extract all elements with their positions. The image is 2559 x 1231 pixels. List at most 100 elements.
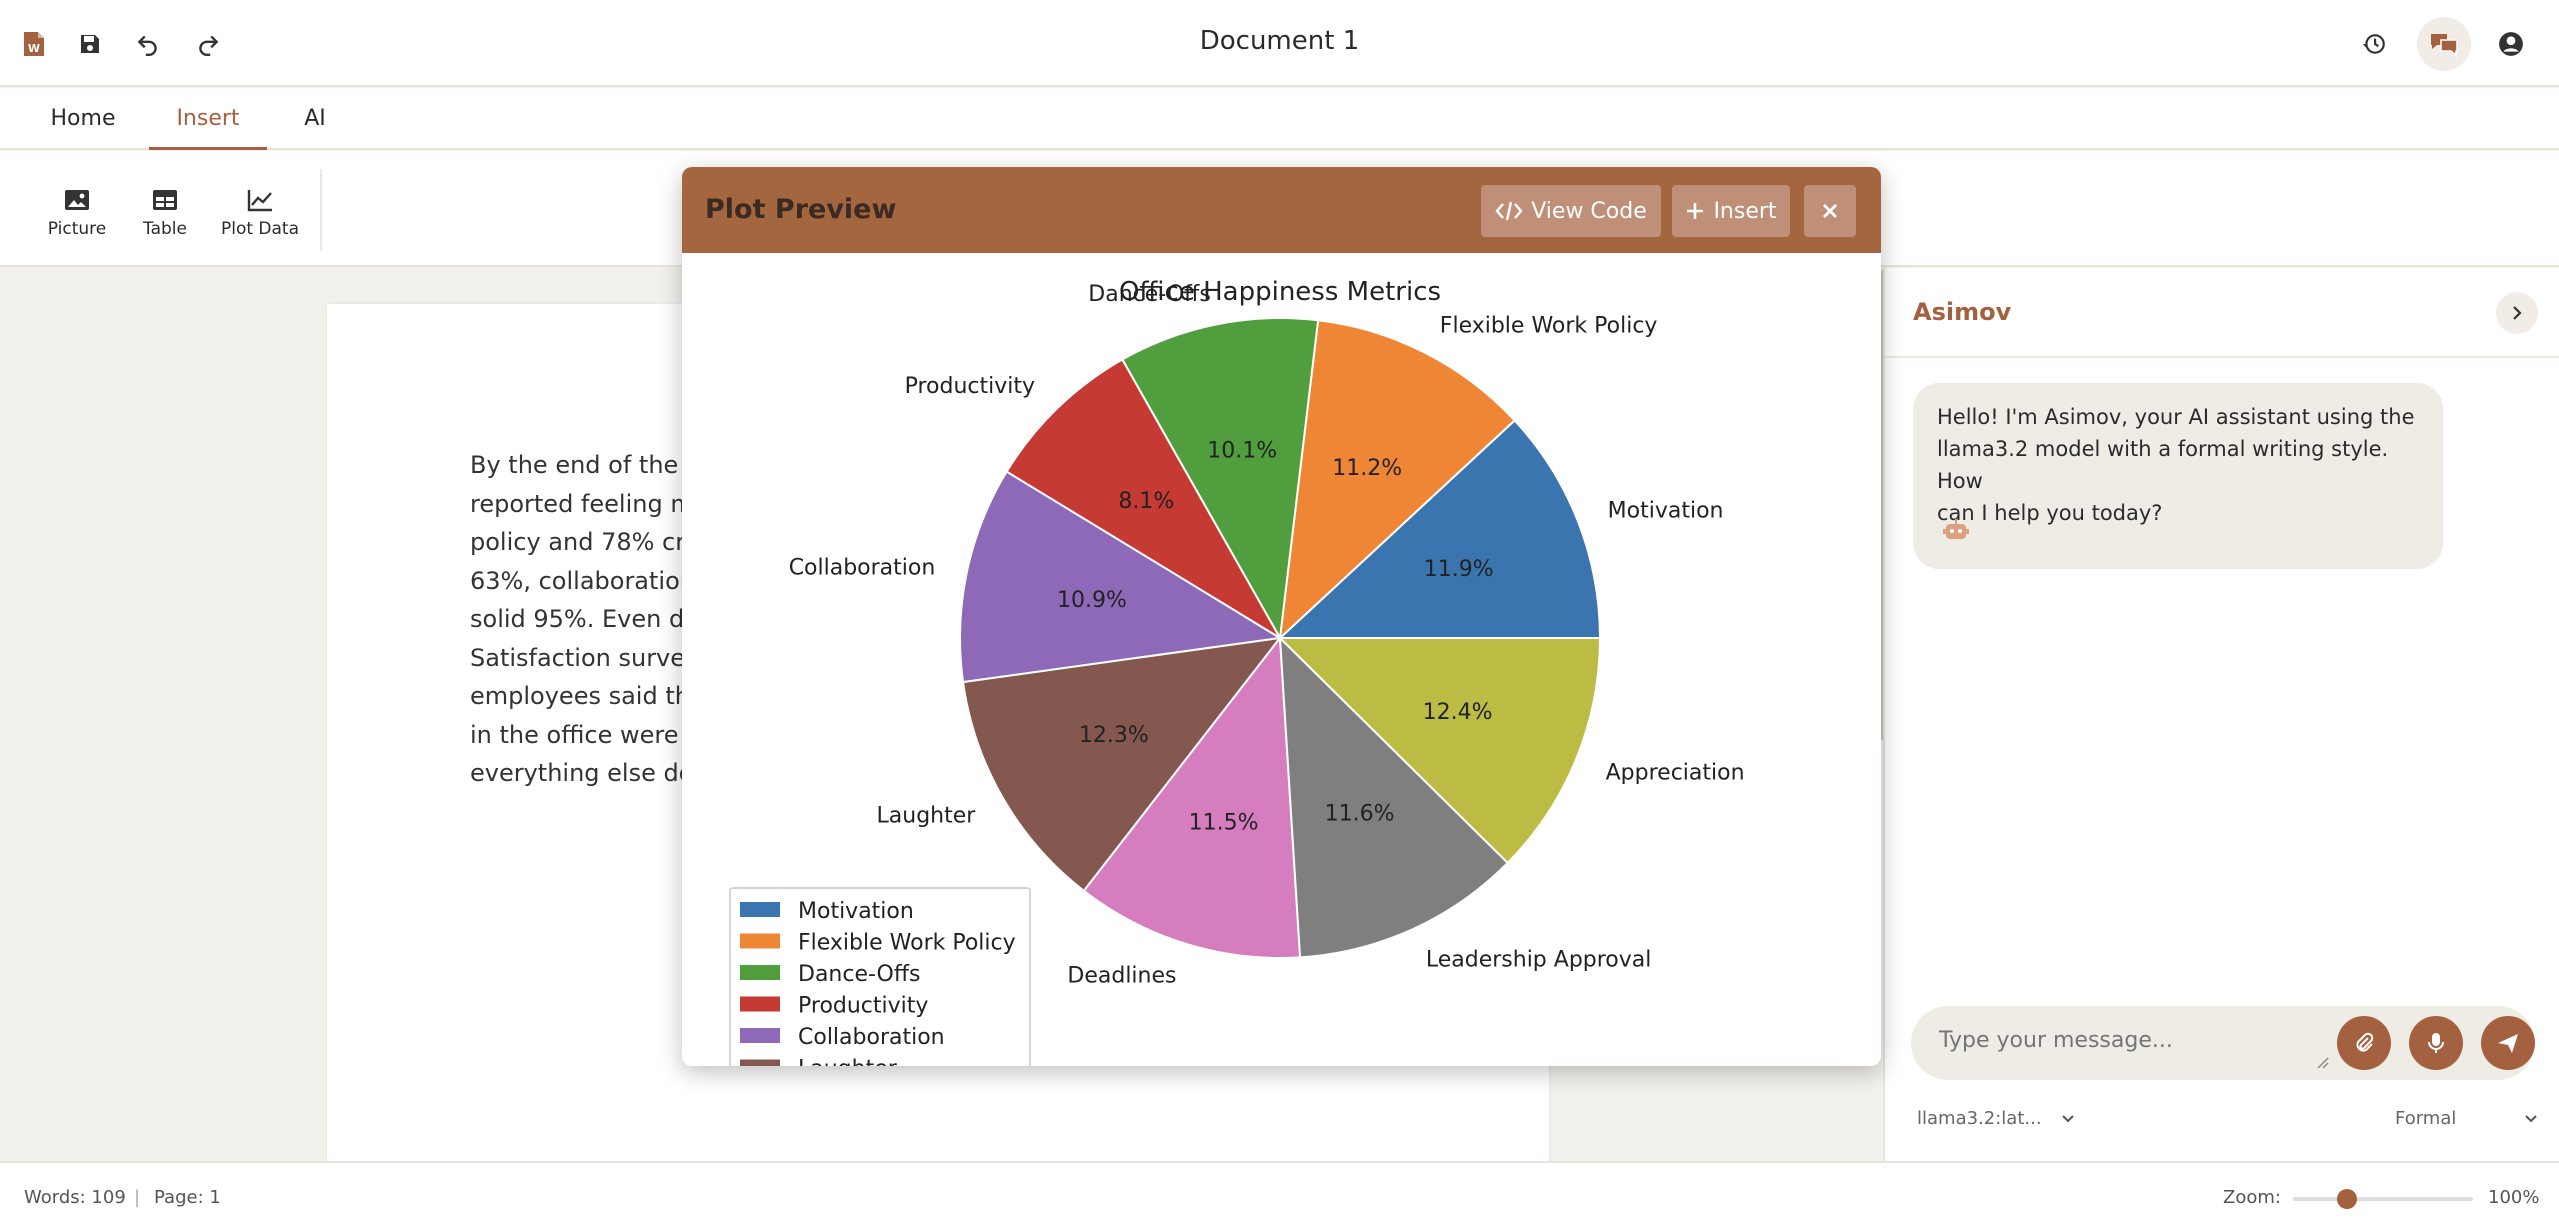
undo-icon[interactable]	[126, 22, 170, 66]
chevron-down-icon	[2525, 1115, 2537, 1123]
legend-swatch	[740, 1028, 780, 1043]
pie-chart: Office Happiness Metrics Motivation Flexi…	[729, 277, 1745, 1067]
tab-insert[interactable]: Insert	[149, 88, 267, 150]
picture-label: Picture	[47, 219, 107, 239]
panel-divider	[1885, 356, 2559, 358]
assistant-name: Asimov	[1913, 298, 2012, 326]
document-line: reported feeling m	[470, 489, 694, 518]
modal-title: Plot Preview	[705, 194, 897, 225]
document-line: employees said the	[470, 682, 705, 710]
chart-title: Office Happiness Metrics	[1119, 277, 1441, 307]
message-composer	[1911, 1006, 2535, 1080]
legend-swatch	[740, 933, 780, 949]
app-logo-icon: W	[12, 22, 56, 66]
model-select-value: llama3.2:lat...	[1917, 1108, 2042, 1129]
slice-percent-label: 8.1%	[1118, 489, 1174, 514]
tab-home[interactable]: Home	[50, 106, 116, 131]
send-icon	[2498, 1034, 2518, 1053]
send-button[interactable]	[2481, 1016, 2535, 1070]
word-count: Words: 109	[24, 1187, 126, 1208]
svg-text:W: W	[28, 42, 40, 55]
legend-entry: Collaboration	[798, 1025, 945, 1050]
message-line: can I help you today?	[1937, 501, 2163, 525]
document-line: By the end of the c	[470, 451, 700, 479]
status-divider: |	[134, 1187, 141, 1208]
slice-category-label: Motivation	[1608, 498, 1724, 523]
style-select[interactable]: Formal	[2395, 1108, 2538, 1129]
chevron-down-icon	[2062, 1115, 2074, 1123]
slice-category-label: Appreciation	[1606, 761, 1745, 786]
slice-category-label: Laughter	[877, 803, 977, 828]
insert-picture-button[interactable]: Picture	[44, 187, 110, 239]
pie-slice	[1082, 635, 1302, 959]
slice-category-label: Leadership Approval	[1426, 947, 1652, 972]
slice-percent-label: 11.5%	[1189, 811, 1259, 836]
code-icon	[1495, 201, 1523, 221]
legend-entry: Laughter	[798, 1057, 898, 1067]
collapse-panel-button[interactable]	[2496, 292, 2538, 334]
pie-slice	[1120, 317, 1320, 642]
tab-ai[interactable]: AI	[304, 106, 326, 131]
pie-slice	[1278, 319, 1517, 641]
attach-button[interactable]	[2337, 1016, 2391, 1070]
voice-input-button[interactable]	[2409, 1016, 2463, 1070]
plot-preview-modal: Plot Preview View Code Insert Office Hap…	[682, 167, 1881, 1066]
ribbon-tabs: Home Insert AI	[0, 88, 2559, 150]
slice-category-label: Collaboration	[789, 556, 936, 581]
robot-icon	[1943, 519, 1969, 539]
insert-label: Insert	[1713, 198, 1777, 224]
zoom-slider-thumb[interactable]	[2337, 1189, 2357, 1209]
slice-category-label: Dance-Offs	[1088, 282, 1210, 307]
slice-percent-label: 12.3%	[1079, 723, 1149, 748]
legend-swatch	[740, 1059, 780, 1066]
document-line: policy and 78% cre	[470, 528, 700, 556]
save-icon[interactable]	[68, 22, 112, 66]
message-line: Hello! I'm Asimov, your AI assistant usi…	[1937, 405, 2415, 429]
pie-slice	[1277, 419, 1602, 639]
pie-slice	[959, 470, 1283, 684]
zoom-value: 100%	[2488, 1187, 2540, 1208]
style-select-value: Formal	[2395, 1108, 2457, 1129]
chart-legend	[729, 887, 1031, 1066]
insert-plot-button[interactable]: Insert	[1672, 185, 1790, 237]
history-icon[interactable]	[2352, 22, 2396, 66]
model-select[interactable]: llama3.2:lat...	[1917, 1108, 2075, 1129]
slice-category-label: Flexible Work Policy	[1440, 313, 1658, 338]
account-icon[interactable]	[2489, 22, 2533, 66]
pie-slice	[1277, 637, 1602, 865]
close-icon	[1823, 204, 1837, 218]
slice-percent-label: 10.1%	[1207, 439, 1277, 464]
pie-slice	[961, 636, 1283, 893]
insert-table-button[interactable]: Table	[140, 187, 190, 239]
status-bar: Words: 109 | Page: 1 Zoom: 100%	[0, 1161, 2559, 1231]
resize-handle-icon[interactable]	[2316, 1056, 2330, 1070]
plot-data-label: Plot Data	[220, 219, 300, 239]
legend-swatch	[740, 902, 780, 917]
view-code-button[interactable]: View Code	[1481, 185, 1661, 237]
top-bar: W Document 1	[0, 0, 2559, 87]
document-body[interactable]: By the end of the c reported feeling m p…	[470, 446, 1090, 793]
legend-entry: Flexible Work Policy	[798, 931, 1016, 956]
message-input[interactable]	[1939, 1028, 2319, 1053]
assistant-message: Hello! I'm Asimov, your AI assistant usi…	[1913, 383, 2443, 569]
table-icon	[153, 190, 177, 210]
slice-category-label: Deadlines	[1067, 963, 1176, 988]
plot-data-button[interactable]: Plot Data	[220, 187, 300, 239]
slice-percent-label: 12.4%	[1423, 700, 1493, 725]
paperclip-icon	[2356, 1032, 2374, 1052]
document-title[interactable]: Document 1	[1199, 26, 1360, 56]
legend-swatch	[740, 965, 780, 980]
redo-icon[interactable]	[186, 22, 230, 66]
document-line: everything else do	[470, 759, 694, 787]
table-label: Table	[143, 219, 187, 239]
message-line: llama3.2 model with a formal writing sty…	[1937, 437, 2389, 493]
legend-entry: Productivity	[798, 994, 928, 1019]
legend-swatch	[740, 996, 780, 1012]
chat-toggle-icon[interactable]	[2417, 17, 2471, 71]
legend-entry: Dance-Offs	[798, 962, 920, 987]
zoom-slider-track[interactable]	[2293, 1197, 2473, 1201]
slice-percent-label: 10.9%	[1057, 588, 1127, 613]
slice-percent-label: 11.9%	[1424, 557, 1494, 582]
zoom-label: Zoom:	[2223, 1187, 2281, 1208]
close-modal-button[interactable]	[1804, 185, 1856, 237]
